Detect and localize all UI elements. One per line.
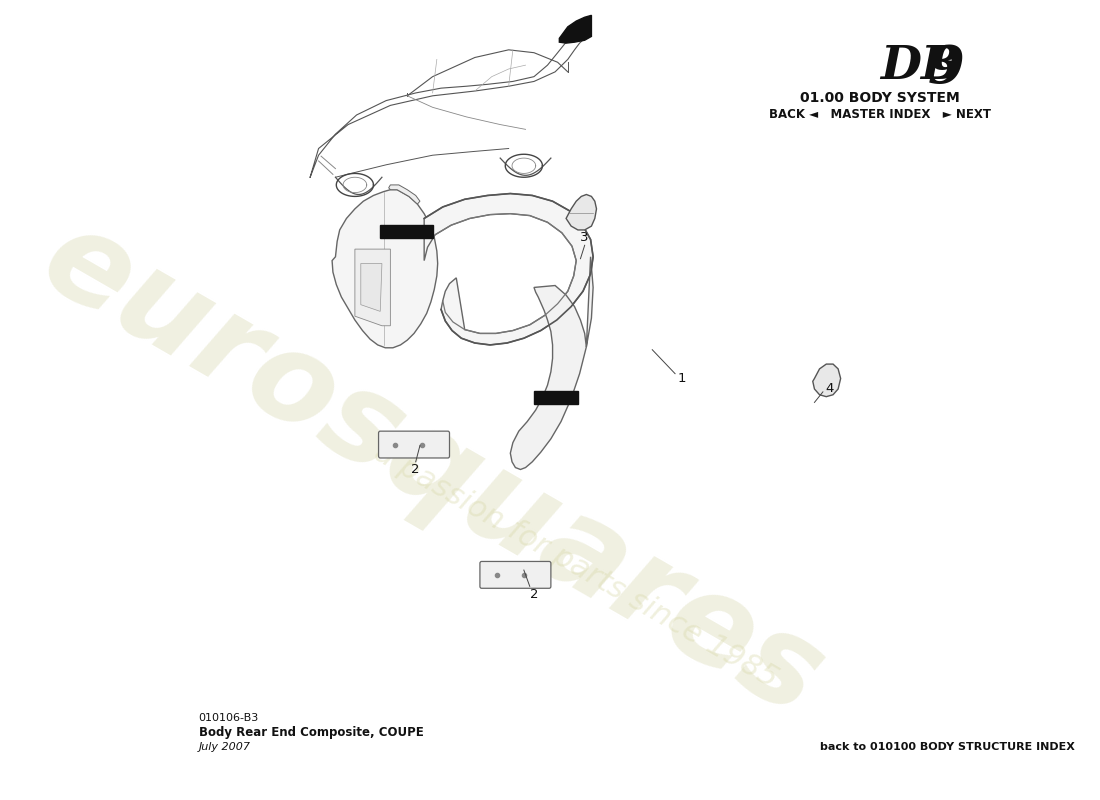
Text: BACK ◄   MASTER INDEX   ► NEXT: BACK ◄ MASTER INDEX ► NEXT [769,108,991,122]
Text: 2: 2 [530,587,538,601]
Polygon shape [559,15,592,43]
Text: a passion for parts since 1985: a passion for parts since 1985 [370,438,783,693]
Polygon shape [813,364,840,397]
Text: back to 010100 BODY STRUCTURE INDEX: back to 010100 BODY STRUCTURE INDEX [820,742,1075,751]
Polygon shape [332,190,438,348]
Text: 01.00 BODY SYSTEM: 01.00 BODY SYSTEM [801,91,960,105]
Text: 9: 9 [927,43,965,94]
Polygon shape [425,194,593,345]
Text: eurosquares: eurosquares [22,198,844,742]
Polygon shape [381,225,432,238]
Text: Body Rear End Composite, COUPE: Body Rear End Composite, COUPE [199,726,424,739]
Text: 1: 1 [678,372,686,385]
Text: 2: 2 [411,463,420,476]
Text: July 2007: July 2007 [199,742,251,751]
Polygon shape [361,263,382,311]
Text: 4: 4 [825,382,834,394]
FancyBboxPatch shape [378,431,450,458]
Polygon shape [355,249,390,326]
Text: DB: DB [880,43,961,89]
Polygon shape [534,391,578,404]
Polygon shape [566,194,596,230]
Text: 3: 3 [581,231,589,244]
FancyBboxPatch shape [480,562,551,588]
Polygon shape [388,185,420,204]
Text: 010106-B3: 010106-B3 [199,713,258,723]
Polygon shape [510,257,593,470]
